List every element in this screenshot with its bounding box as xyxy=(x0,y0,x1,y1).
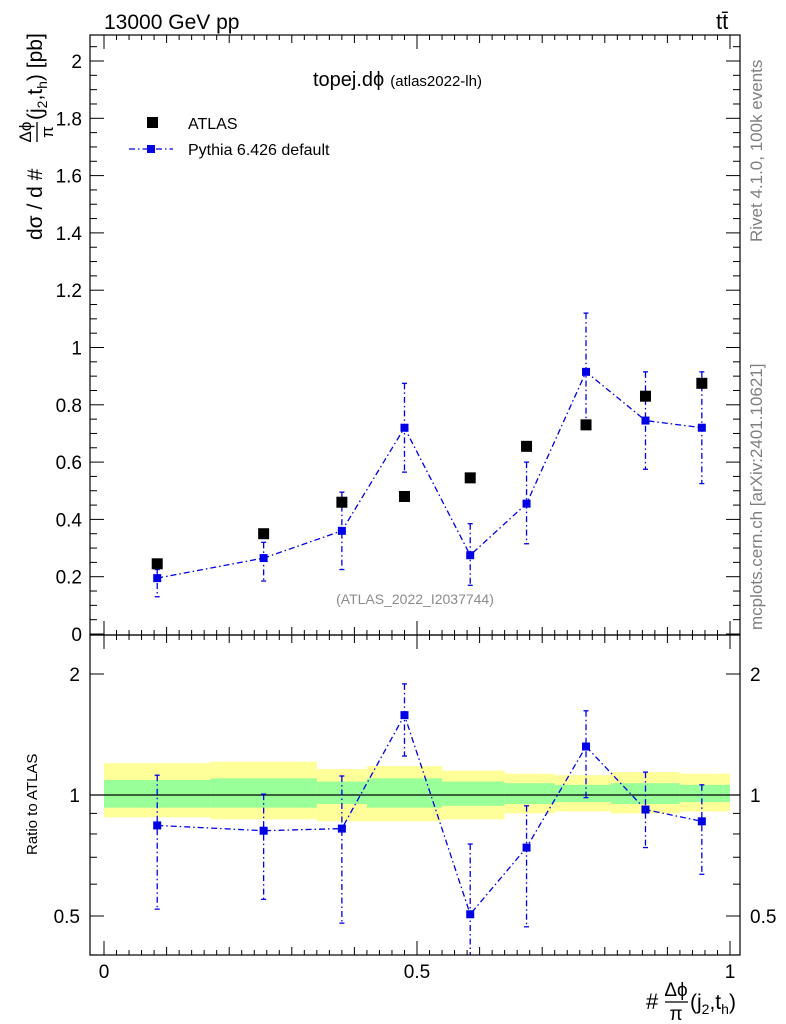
y-axis-title-frac-num: Δϕ xyxy=(16,122,35,143)
plot-subtitle: (atlas2022-lh) xyxy=(390,73,482,90)
ratio-y-tick-label-left: 2 xyxy=(69,665,80,686)
plot-title-main: topej.dϕ xyxy=(313,69,384,91)
ratio-axes: 0.5 0.5 1 1 2 2 0 0.5 1 xyxy=(54,635,776,983)
ratio-y-tick-label-right: 0.5 xyxy=(750,907,776,928)
x-axis-title-prefix: # xyxy=(646,989,659,1014)
ratio-point xyxy=(259,826,268,835)
ratio-point xyxy=(400,711,409,720)
main-y-tick-label: 1.2 xyxy=(56,281,82,302)
legend-pythia-label: Pythia 6.426 default xyxy=(188,142,330,159)
legend: ATLAS Pythia 6.426 default xyxy=(129,116,330,159)
y-axis-title-mid: ,t xyxy=(24,89,47,101)
atlas-point xyxy=(696,377,708,389)
pythia-point xyxy=(641,416,650,425)
pythia-point xyxy=(582,367,591,376)
y-axis-title-sub2: h xyxy=(34,81,50,89)
ratio-y-tick-label-left: 0.5 xyxy=(54,907,80,928)
atlas-point xyxy=(398,490,410,502)
ratio-point xyxy=(522,843,531,852)
y-axis-title-unit: ) [pb] xyxy=(24,33,47,81)
atlas-point xyxy=(580,419,592,431)
plot-title: topej.dϕ (atlas2022-lh) xyxy=(313,69,482,91)
main-y-axis: 0 0.2 0.4 0.6 0.8 1 1.2 1.4 1.6 1.8 2 xyxy=(56,35,740,646)
y-axis-title-prefix: dσ / d # xyxy=(24,168,47,240)
ratio-band-inner xyxy=(504,783,555,804)
ratio-band-inner xyxy=(210,778,317,808)
main-panel: 0 0.2 0.4 0.6 0.8 1 1.2 1.4 1.6 1.8 2 topej.dϕ (atl… xyxy=(16,33,741,646)
pythia-point xyxy=(400,423,409,432)
main-y-axis-title: dσ / d # Δϕ π (j2,th) [pb] xyxy=(16,33,57,240)
x-axis-title-frac-num: Δϕ xyxy=(664,980,687,1001)
atlas-point xyxy=(151,558,163,570)
ratio-band-inner xyxy=(554,784,612,803)
ratio-band-inner xyxy=(679,784,730,803)
x-tick-label: 0 xyxy=(99,962,110,983)
process-label: tt̄ xyxy=(716,9,728,34)
x-tick-label: 0.5 xyxy=(404,962,430,983)
main-y-tick-label: 0.6 xyxy=(56,453,82,474)
atlas-point xyxy=(336,496,348,508)
ratio-point xyxy=(337,824,346,833)
legend-atlas-label: ATLAS xyxy=(188,116,238,133)
main-y-tick-label: 0.4 xyxy=(56,510,83,531)
pythia-point xyxy=(697,423,706,432)
atlas-point xyxy=(258,528,270,540)
main-y-tick-label: 0.2 xyxy=(56,568,82,589)
y-axis-title-args-open: (j xyxy=(24,108,47,120)
ratio-uncertainty-bands xyxy=(90,761,740,822)
analysis-watermark: (ATLAS_2022_I2037744) xyxy=(336,591,494,607)
y-axis-title-frac-den: π xyxy=(38,126,57,138)
ratio-y-tick-label-left: 1 xyxy=(69,786,80,807)
ratio-point xyxy=(697,817,706,826)
x-axis-title: # Δϕ π (j2,th) xyxy=(646,980,736,1024)
main-y-tick-label: 1 xyxy=(71,339,82,360)
atlas-point xyxy=(639,390,651,402)
ratio-panel: 0.5 0.5 1 1 2 2 0 0.5 1 Ratio to ATLAS # Δϕ π (j… xyxy=(24,634,776,1024)
ratio-y-axis-title: Ratio to ATLAS xyxy=(24,754,41,855)
ratio-band-inner xyxy=(442,781,505,806)
legend-pythia-marker xyxy=(147,145,155,153)
pythia-point xyxy=(337,526,346,535)
ratio-point xyxy=(582,742,591,751)
main-y-tick-label: 0 xyxy=(71,625,82,646)
y-axis-title-args: (j2,th) [pb] xyxy=(24,33,50,120)
ratio-pythia-line xyxy=(157,713,702,916)
x-axis-title-args: (j2,th) xyxy=(690,991,736,1017)
main-y-tick-label: 1.6 xyxy=(56,167,82,188)
x-axis-title-args-open: (j xyxy=(690,991,702,1014)
ratio-point xyxy=(466,910,475,919)
ratio-point xyxy=(153,821,162,830)
rivet-version-label: Rivet 4.1.0, 100k events xyxy=(747,60,766,242)
ratio-band-inner xyxy=(611,783,680,804)
main-y-tick-label: 1.8 xyxy=(56,109,82,130)
pythia-point xyxy=(466,551,475,560)
x-axis-title-sub2: h xyxy=(721,1001,729,1017)
pythia-point xyxy=(259,554,268,563)
ratio-point xyxy=(641,805,650,814)
pythia-point xyxy=(522,499,531,508)
energy-label: 13000 GeV pp xyxy=(104,11,239,34)
main-y-tick-label: 0.8 xyxy=(56,396,82,417)
x-axis-title-frac-den: π xyxy=(669,1004,682,1024)
pythia-line xyxy=(157,370,702,579)
ratio-y-tick-label-right: 2 xyxy=(750,665,761,686)
ratio-data-marks xyxy=(153,683,706,955)
mcplots-label: mcplots.cern.ch [arXiv:2401.10621] xyxy=(747,364,766,630)
main-y-tick-label: 1.4 xyxy=(56,224,83,245)
x-axis-title-mid: ,t xyxy=(709,991,721,1014)
legend-atlas-marker xyxy=(147,117,158,128)
atlas-point xyxy=(521,440,533,452)
pythia-point xyxy=(153,574,162,583)
main-data-marks xyxy=(151,312,708,598)
y-axis-title-sub1: 2 xyxy=(34,100,50,108)
atlas-point xyxy=(464,472,476,484)
main-y-tick-label: 2 xyxy=(71,52,82,73)
x-tick-label: 1 xyxy=(725,962,736,983)
x-axis-title-end: ) xyxy=(729,991,736,1014)
x-axis-title-sub1: 2 xyxy=(702,1001,710,1017)
ratio-y-tick-label-right: 1 xyxy=(750,786,761,807)
